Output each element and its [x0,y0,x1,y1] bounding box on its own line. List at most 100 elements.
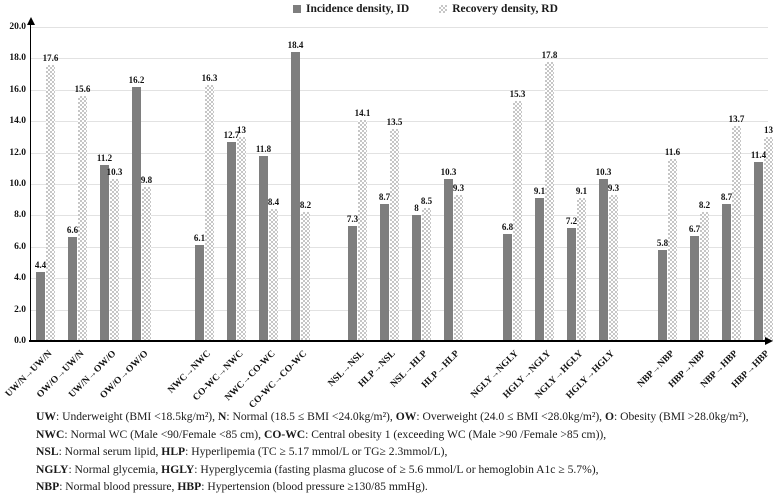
x-tick-label: CO-WC→CO-WC [247,349,310,411]
bar-recovery [700,212,709,341]
bar-value-label: 7.2 [565,215,578,226]
y-tick-label: 4.0 [14,273,26,284]
bar-incidence [291,52,300,341]
bar-value-label: 10.3 [440,167,457,178]
legend-swatch-incidence-icon [293,5,301,13]
bar-value-label: 8.2 [698,200,711,211]
bar-incidence [444,179,453,341]
y-axis-arrow-icon [26,17,35,25]
bar-value-label: 9.1 [575,186,588,197]
bar-recovery [142,187,151,341]
bar-incidence [599,179,608,341]
bar-value-label: 6.6 [66,225,79,236]
bar-incidence [68,237,77,341]
bar-value-label: 9.3 [607,183,620,193]
footnote-line: NWC: Normal WC (Male <90/Female <85 cm),… [36,427,607,441]
bar-value-label: 10.3 [106,167,123,178]
bar-value-label: 8.2 [299,200,312,211]
gridline [31,215,768,217]
bar-incidence [658,249,667,341]
gridline [31,58,768,60]
bar-incidence [535,198,544,341]
x-axis-arrow-icon [765,336,773,345]
legend-label-recovery: Recovery density, RD [452,3,558,15]
y-tick-label: 6.0 [14,241,26,252]
bar-value-label: 8.7 [378,192,391,203]
y-tick-label: 8.0 [14,210,26,221]
bar-value-label: 8.5 [420,195,433,206]
bar-recovery [609,195,618,341]
bar-value-label: 15.6 [74,84,91,95]
bar-value-label: 10.3 [595,167,612,178]
bar-value-label: 7.3 [346,214,359,225]
bar-incidence [227,141,236,341]
bar-incidence [195,245,204,341]
bar-recovery [358,119,367,341]
bar-value-label: 18.4 [287,40,304,51]
bar-recovery [732,125,741,341]
y-tick-label: 10.0 [9,179,26,189]
gridline [31,278,768,280]
bar-recovery [110,179,119,341]
gridline [31,27,768,28]
gridline [31,246,768,248]
bar-recovery [668,158,677,341]
bar-value-label: 11.8 [255,143,272,154]
y-tick-label: 18.0 [9,53,26,64]
bar-value-label: 8 [414,203,419,214]
bar-value-label: 11.2 [96,153,113,164]
footnote-line: NBP: Normal blood pressure, HBP: Hyperte… [36,480,428,493]
bar-recovery [513,100,522,341]
bar-value-label: 8.4 [267,197,280,208]
bar-incidence [348,226,357,341]
bar-recovery [764,136,773,341]
bar-recovery [422,207,431,341]
bar-value-label: 4.4 [34,259,47,270]
bar-incidence [567,227,576,341]
y-tick-label: 20.0 [9,22,26,32]
bar-value-label: 16.2 [128,74,145,85]
footnotes: UW: Underweight (BMI <18.5kg/m²), N: Nor… [36,408,756,496]
legend: Incidence density, ID Recovery density, … [293,3,558,15]
bar-value-label: 16.3 [201,73,218,84]
footnote-line: UW: Underweight (BMI <18.5kg/m²), N: Nor… [36,410,749,423]
bar-value-label: 15.3 [509,88,526,99]
bar-value-label: 14.1 [354,107,371,118]
bar-incidence [132,86,141,341]
bar-value-label: 6.1 [193,233,206,244]
bar-incidence [754,162,763,341]
bar-incidence [100,165,109,341]
bar-value-label: 17.6 [42,52,59,63]
footnote-line: NGLY: Normal glycemia, HGLY: Hyperglycem… [36,462,599,476]
bar-recovery [205,85,214,341]
bar-value-label: 6.7 [688,223,701,234]
bar-incidence [259,155,268,341]
y-tick-label: 12.0 [9,147,26,158]
y-tick-label: 0.0 [14,336,26,346]
bar-value-label: 6.8 [501,222,514,233]
legend-swatch-recovery-icon [439,5,448,13]
bar-value-label: 13 [237,124,246,135]
gridline [31,309,768,311]
gridline [31,152,768,154]
legend-label-incidence: Incidence density, ID [306,3,410,15]
bar-incidence [690,235,699,341]
y-axis [30,24,32,341]
bar-value-label: 9.3 [452,183,465,193]
bar-recovery [577,198,586,341]
bar-recovery [390,129,399,341]
bar-value-label: 17.8 [541,49,558,60]
gridline [31,184,768,185]
bar-recovery [454,195,463,341]
bar-incidence [412,215,421,341]
y-tick-label: 2.0 [14,304,26,315]
bar-incidence [380,204,389,341]
bar-value-label: 5.8 [656,237,669,248]
bar-incidence [36,271,45,341]
plot-area: 4.4 17.6 UW/N→UW/N 6.6 15.6 OW/O→UW/N 11.2 10.3… [4,27,773,411]
bar-recovery [301,212,310,341]
bar-value-label: 13 [764,124,773,135]
bar-value-label: 11.4 [750,150,767,161]
bar-incidence [503,234,512,341]
bar-value-label: 9.8 [140,175,153,186]
